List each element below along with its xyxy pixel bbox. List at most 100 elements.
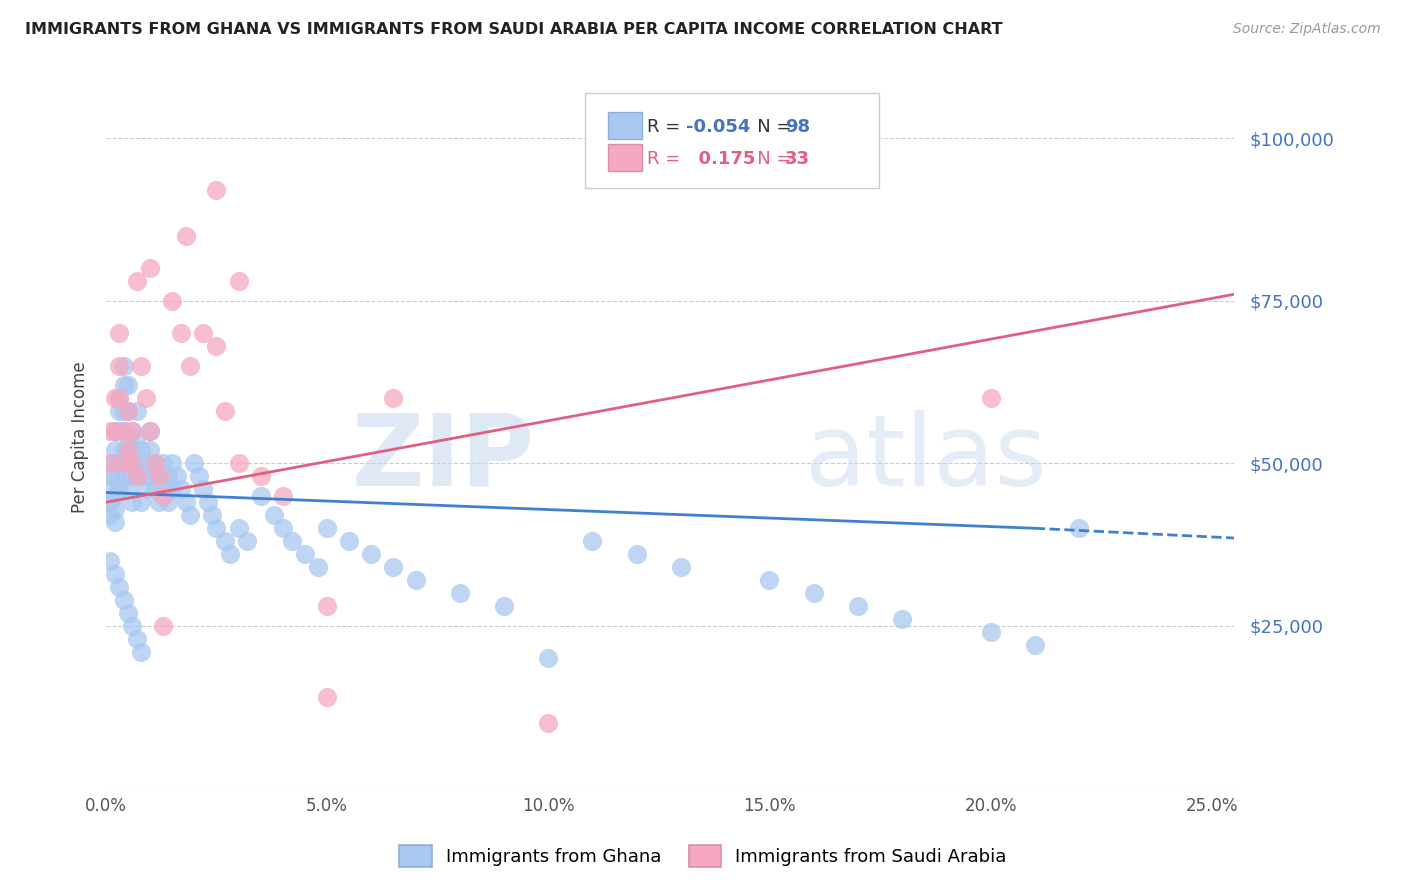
Point bbox=[108, 404, 131, 418]
Point bbox=[112, 456, 135, 470]
Point bbox=[143, 483, 166, 497]
Point bbox=[193, 326, 215, 341]
Point bbox=[148, 495, 170, 509]
Point bbox=[117, 606, 139, 620]
Point bbox=[112, 359, 135, 373]
Point bbox=[193, 483, 215, 497]
Point bbox=[156, 469, 179, 483]
Point bbox=[108, 424, 131, 438]
Point bbox=[152, 619, 174, 633]
Point bbox=[307, 560, 329, 574]
Point bbox=[104, 443, 127, 458]
Point bbox=[135, 483, 157, 497]
Point bbox=[104, 424, 127, 438]
Text: N =: N = bbox=[740, 118, 797, 136]
Point bbox=[228, 456, 250, 470]
Point bbox=[98, 554, 121, 568]
Point bbox=[98, 483, 121, 497]
Point bbox=[803, 586, 825, 600]
Point bbox=[125, 456, 148, 470]
Point bbox=[179, 359, 201, 373]
Point bbox=[108, 456, 131, 470]
Point bbox=[218, 547, 240, 561]
Point bbox=[129, 443, 152, 458]
Point bbox=[129, 359, 152, 373]
Point bbox=[121, 443, 143, 458]
Point bbox=[205, 521, 228, 535]
Point bbox=[170, 483, 193, 497]
Point bbox=[112, 424, 135, 438]
Point bbox=[108, 326, 131, 341]
Point bbox=[537, 716, 560, 731]
Point bbox=[125, 430, 148, 444]
Point bbox=[112, 378, 135, 392]
Point bbox=[112, 592, 135, 607]
Point bbox=[205, 339, 228, 353]
Point bbox=[174, 495, 197, 509]
Point bbox=[112, 404, 135, 418]
Point bbox=[280, 534, 302, 549]
Point bbox=[148, 469, 170, 483]
Point bbox=[891, 612, 914, 626]
Point bbox=[139, 424, 162, 438]
Point bbox=[236, 534, 259, 549]
Point bbox=[135, 392, 157, 406]
Text: 98: 98 bbox=[785, 118, 810, 136]
Point bbox=[108, 392, 131, 406]
Text: 33: 33 bbox=[785, 150, 810, 168]
Text: R =: R = bbox=[647, 118, 686, 136]
Point bbox=[1067, 521, 1090, 535]
Point bbox=[104, 515, 127, 529]
Point bbox=[108, 392, 131, 406]
Point bbox=[143, 456, 166, 470]
Point bbox=[112, 424, 135, 438]
Point bbox=[152, 489, 174, 503]
Point bbox=[104, 392, 127, 406]
Point bbox=[581, 534, 603, 549]
Point bbox=[104, 489, 127, 503]
Point bbox=[125, 404, 148, 418]
Point bbox=[337, 534, 360, 549]
FancyBboxPatch shape bbox=[607, 144, 641, 170]
Point bbox=[492, 599, 515, 614]
Point bbox=[98, 508, 121, 523]
Point bbox=[214, 534, 236, 549]
Point bbox=[249, 489, 271, 503]
Point bbox=[162, 456, 184, 470]
Text: Source: ZipAtlas.com: Source: ZipAtlas.com bbox=[1233, 22, 1381, 37]
Point bbox=[108, 359, 131, 373]
Point bbox=[98, 456, 121, 470]
Point bbox=[263, 508, 285, 523]
Point bbox=[156, 495, 179, 509]
Point bbox=[152, 483, 174, 497]
FancyBboxPatch shape bbox=[585, 94, 879, 188]
Point bbox=[405, 574, 427, 588]
Point bbox=[121, 469, 143, 483]
Point bbox=[139, 424, 162, 438]
Point bbox=[98, 424, 121, 438]
Point bbox=[117, 404, 139, 418]
Point bbox=[121, 619, 143, 633]
Point bbox=[121, 495, 143, 509]
Point bbox=[187, 469, 209, 483]
Point bbox=[1024, 638, 1046, 652]
Text: R =: R = bbox=[647, 150, 686, 168]
FancyBboxPatch shape bbox=[607, 112, 641, 139]
Point bbox=[162, 483, 184, 497]
Point bbox=[117, 430, 139, 444]
Point bbox=[166, 469, 188, 483]
Point bbox=[626, 547, 648, 561]
Point bbox=[152, 456, 174, 470]
Point bbox=[117, 378, 139, 392]
Point bbox=[117, 443, 139, 458]
Point bbox=[183, 456, 205, 470]
Point bbox=[125, 274, 148, 288]
Point bbox=[139, 469, 162, 483]
Point bbox=[170, 326, 193, 341]
Point bbox=[271, 521, 294, 535]
Point bbox=[316, 599, 339, 614]
Point bbox=[108, 580, 131, 594]
Point bbox=[669, 560, 692, 574]
Point bbox=[980, 625, 1002, 640]
Text: 0.175: 0.175 bbox=[686, 150, 755, 168]
